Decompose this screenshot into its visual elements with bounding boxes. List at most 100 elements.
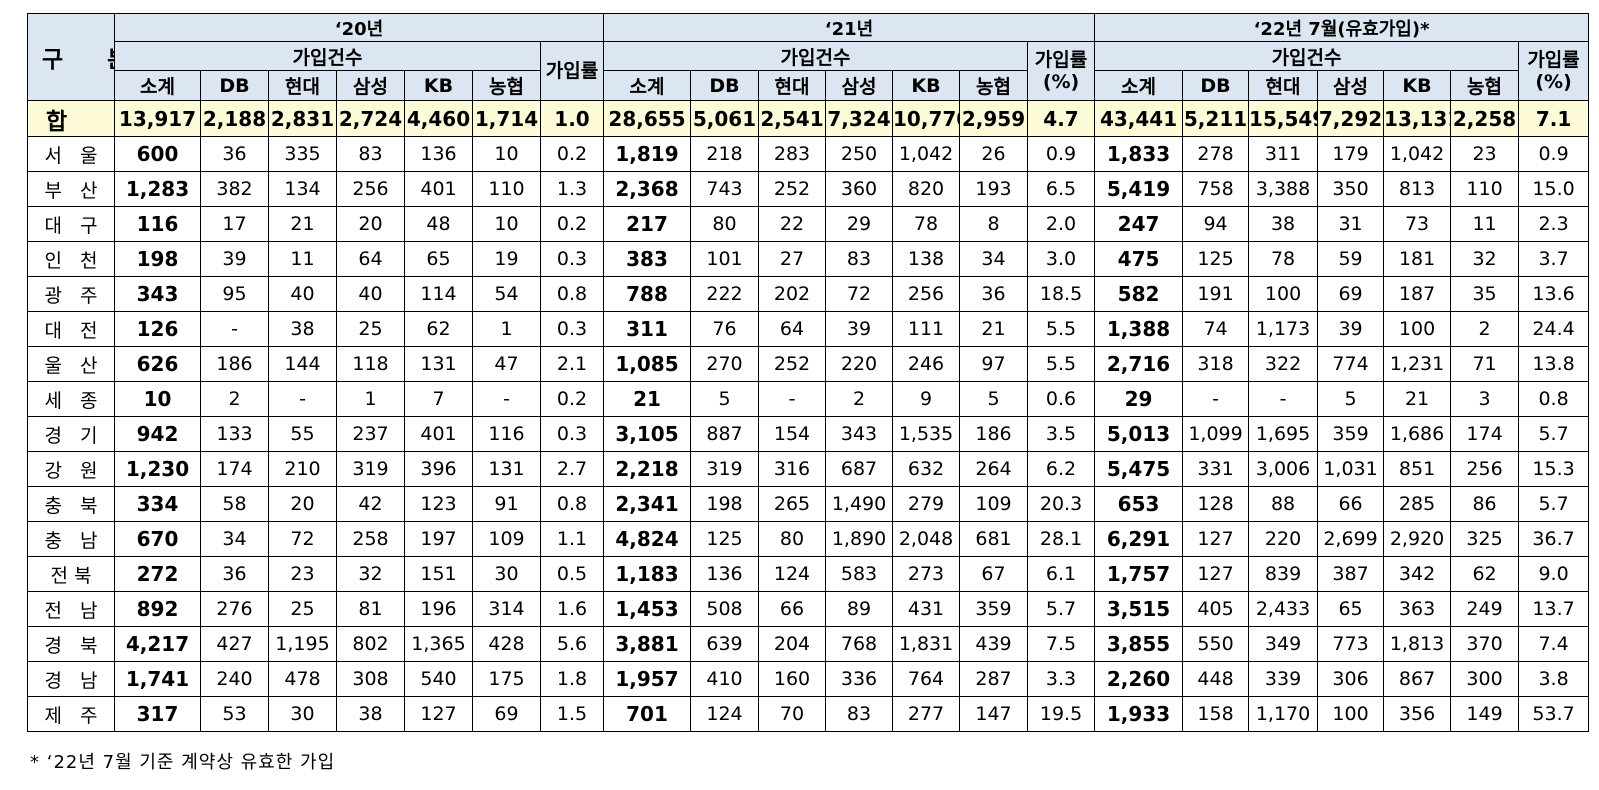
rate-label: 가입률	[1527, 49, 1580, 71]
count-cell: 427	[200, 626, 269, 662]
count-cell: 508	[690, 591, 760, 627]
rate-cell: 1.6	[539, 591, 605, 627]
summary-count-cell: 2,541	[758, 100, 827, 137]
subtotal-cell: 1,283	[114, 171, 201, 207]
subtotal-cell: 6,291	[1094, 521, 1184, 557]
rate-cell: 1.8	[539, 661, 605, 697]
count-cell: 32	[1450, 241, 1520, 277]
count-cell: 363	[1383, 591, 1452, 627]
subtotal-cell: 1,085	[603, 346, 692, 382]
subtotal-cell: 116	[114, 206, 201, 242]
subtotal-cell: 670	[114, 521, 201, 557]
rate-cell: 7.4	[1518, 626, 1590, 662]
count-cell: 342	[1383, 556, 1452, 592]
table-row: 대 전 126-38 25 62 1 0.3 311 76 64 39 111 21 5.5 1,388 7…	[27, 311, 1590, 347]
subtotal-cell: 600	[114, 136, 201, 172]
count-cell: 100	[1317, 696, 1385, 732]
count-cell: 319	[690, 451, 760, 487]
summary-count-cell: 5,211	[1182, 100, 1250, 137]
rate-cell: 0.8	[539, 486, 605, 522]
subtotal-cell: 942	[114, 416, 201, 452]
count-cell: 8	[959, 206, 1029, 242]
count-cell: 136	[690, 556, 760, 592]
count-cell: 256	[892, 276, 961, 312]
count-cell: 73	[1383, 206, 1452, 242]
year-header-2021: ‘21년	[603, 13, 1096, 42]
count-cell: 39	[1317, 311, 1385, 347]
rate-cell: 0.2	[539, 206, 605, 242]
count-cell: 35	[1450, 276, 1520, 312]
rate-unit: (%)	[1535, 71, 1572, 93]
count-cell: 100	[1383, 311, 1452, 347]
count-cell: 27	[758, 241, 827, 277]
table-row: 대 구 116 17 21 20 48 10 0.2 217 80 22 29 78 8 2.0 247 94 3…	[27, 206, 1590, 242]
count-cell: 160	[758, 661, 827, 697]
count-cell: 279	[892, 486, 961, 522]
count-cell: 335	[268, 136, 337, 172]
count-cell: 154	[758, 416, 827, 452]
count-cell: -	[1248, 381, 1319, 417]
rate-header-2021: 가입률 (%)	[1027, 41, 1096, 101]
count-cell: 78	[892, 206, 961, 242]
sub-header-3: 삼성	[336, 70, 405, 101]
count-cell: -	[268, 381, 337, 417]
count-cell: 95	[200, 276, 269, 312]
count-cell: 331	[1182, 451, 1250, 487]
region-label: 경 북	[27, 626, 115, 662]
sub-header-4: KB	[1383, 70, 1452, 101]
count-cell: 1,195	[268, 626, 337, 662]
count-cell: 202	[758, 276, 827, 312]
count-cell: 38	[268, 311, 337, 347]
count-cell: 25	[336, 311, 405, 347]
count-cell: 820	[892, 171, 961, 207]
count-cell: 7	[404, 381, 473, 417]
count-cell: 687	[825, 451, 894, 487]
count-cell: 47	[472, 346, 541, 382]
subtotal-cell: 272	[114, 556, 201, 592]
count-cell: 632	[892, 451, 961, 487]
rate-cell: 3.0	[1027, 241, 1096, 277]
sub-header-2: 현대	[268, 70, 337, 101]
count-cell: 1,231	[1383, 346, 1452, 382]
sub-header-5: 농협	[1450, 70, 1520, 101]
subtotal-cell: 1,933	[1094, 696, 1184, 732]
rate-cell: 0.3	[539, 241, 605, 277]
rate-cell: 0.9	[1518, 136, 1590, 172]
subtotal-cell: 892	[114, 591, 201, 627]
count-cell: 151	[404, 556, 473, 592]
subtotal-cell: 247	[1094, 206, 1184, 242]
count-cell: 175	[472, 661, 541, 697]
table-row: 전 남 892 276 25 81 196 314 1.6 1,453 508 66 89 431 359…	[27, 591, 1590, 627]
subtotal-cell: 2,218	[603, 451, 692, 487]
count-cell: -	[1182, 381, 1250, 417]
summary-count-cell: 28,655	[603, 100, 692, 137]
count-cell: 1,686	[1383, 416, 1452, 452]
count-cell: 34	[200, 521, 269, 557]
subtotal-cell: 475	[1094, 241, 1184, 277]
sub-header-5: 농협	[959, 70, 1029, 101]
count-cell: 2	[825, 381, 894, 417]
count-cell: 1,031	[1317, 451, 1385, 487]
count-cell: 80	[758, 521, 827, 557]
summary-count-cell: 2,188	[200, 100, 269, 137]
table-row: 충 북 334 58 20 42 123 91 0.8 2,341 198 265 1,490 279 1…	[27, 486, 1590, 522]
count-cell: 287	[959, 661, 1029, 697]
rate-cell: 53.7	[1518, 696, 1590, 732]
count-cell: 9	[892, 381, 961, 417]
count-cell: 359	[1317, 416, 1385, 452]
rate-cell: 1.5	[539, 696, 605, 732]
rate-cell: 0.2	[539, 136, 605, 172]
subtotal-cell: 788	[603, 276, 692, 312]
count-cell: 22	[758, 206, 827, 242]
count-cell: 270	[690, 346, 760, 382]
sub-header-2: 현대	[1248, 70, 1319, 101]
count-cell: 1,890	[825, 521, 894, 557]
count-cell: 439	[959, 626, 1029, 662]
count-cell: 88	[1248, 486, 1319, 522]
count-cell: 319	[336, 451, 405, 487]
table-row: 충 남 670 34 72 258 197 109 1.1 4,824 125 80 1,890 2,0…	[27, 521, 1590, 557]
subtotal-cell: 343	[114, 276, 201, 312]
group-header-count-2022: 가입건수	[1094, 41, 1520, 71]
subtotal-cell: 4,217	[114, 626, 201, 662]
summary-count-cell: 10,770	[892, 100, 961, 137]
